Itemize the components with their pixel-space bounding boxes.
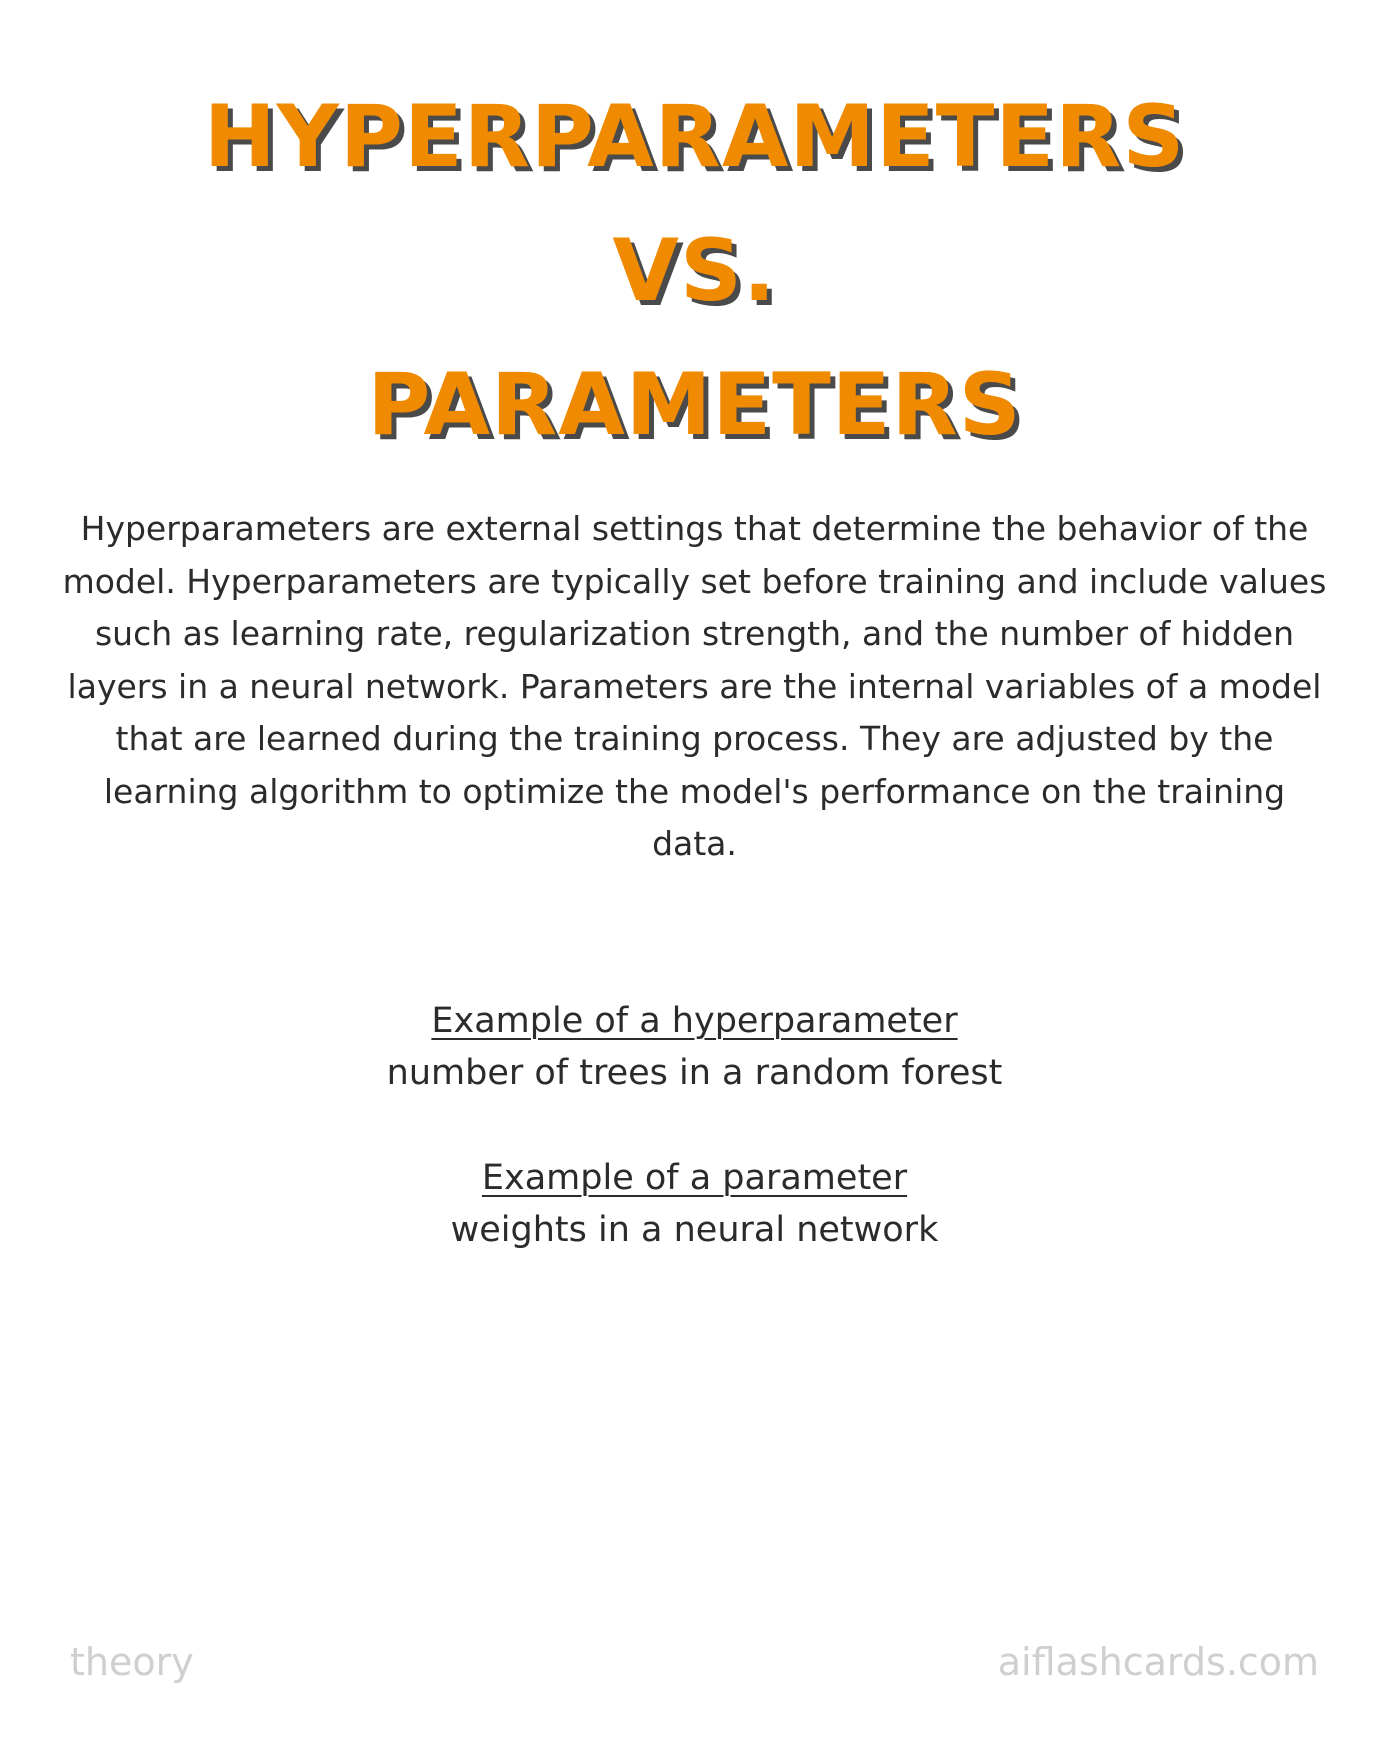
parameter-example: Example of a parameter weights in a neur… [0,1152,1389,1256]
title-line-hyperparameters: HYPERPARAMETERS [203,87,1186,187]
page-title: HYPERPARAMETERS VS. PARAMETERS [0,70,1389,472]
title-line-parameters: PARAMETERS [367,355,1022,455]
parameter-example-text: weights in a neural network [450,1210,939,1250]
hyperparameter-example-text: number of trees in a random forest [386,1053,1003,1093]
hyperparameter-example: Example of a hyperparameter number of tr… [0,995,1389,1099]
footer-category: theory [70,1640,194,1684]
hyperparameter-example-heading: Example of a hyperparameter [431,1001,958,1041]
title-line-vs: VS. [612,221,777,321]
footer-site: aiflashcards.com [997,1640,1319,1684]
parameter-example-heading: Example of a parameter [481,1158,908,1198]
intro-paragraph: Hyperparameters are external settings th… [62,509,1327,863]
